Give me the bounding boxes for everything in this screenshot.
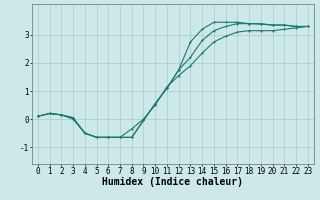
X-axis label: Humidex (Indice chaleur): Humidex (Indice chaleur) [102,177,243,187]
